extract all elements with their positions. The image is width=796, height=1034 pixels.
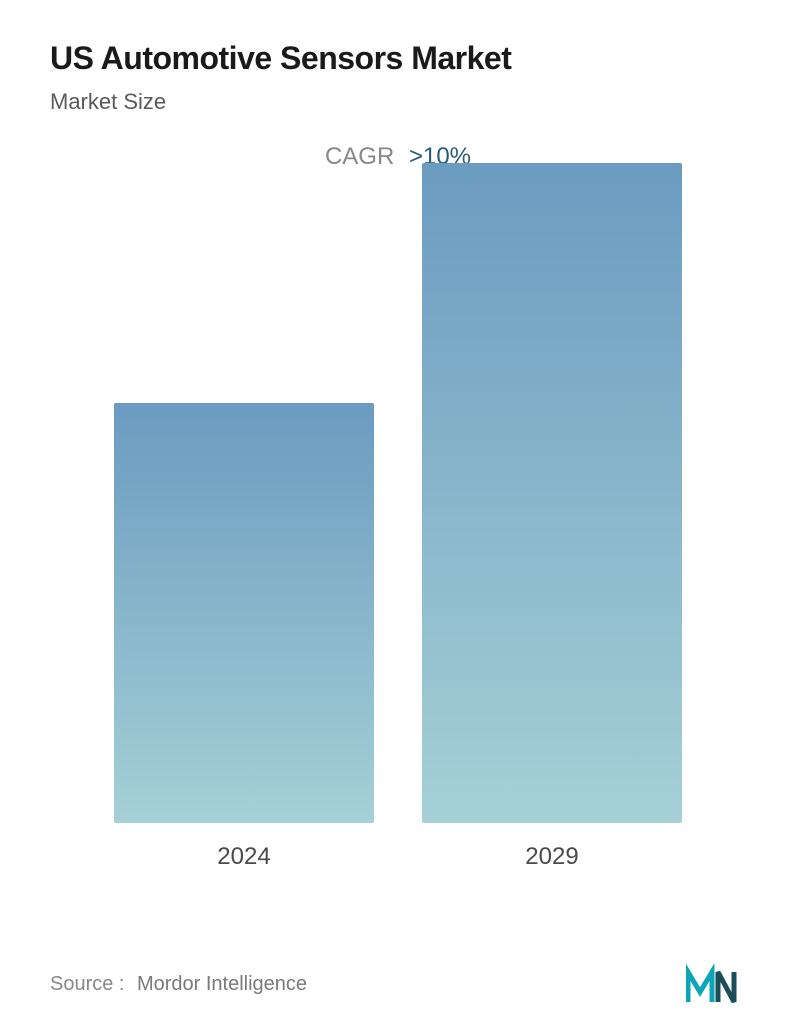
bar-2024: [114, 403, 374, 823]
bar-2029: [422, 163, 682, 823]
bar-group-2024: 2024: [114, 403, 374, 871]
bar-chart: 2024 2029: [50, 191, 746, 871]
cagr-label: CAGR: [325, 143, 394, 170]
chart-subtitle: Market Size: [50, 89, 746, 115]
source-value: Mordor Intelligence: [137, 973, 307, 995]
source-label: Source :: [50, 973, 124, 995]
footer: Source : Mordor Intelligence: [50, 964, 746, 1004]
bar-label-2024: 2024: [217, 843, 270, 871]
bar-label-2029: 2029: [525, 843, 578, 871]
mordor-logo-icon: [686, 964, 746, 1004]
source-text: Source : Mordor Intelligence: [50, 973, 307, 996]
chart-title: US Automotive Sensors Market: [50, 40, 746, 77]
bar-group-2029: 2029: [422, 163, 682, 871]
